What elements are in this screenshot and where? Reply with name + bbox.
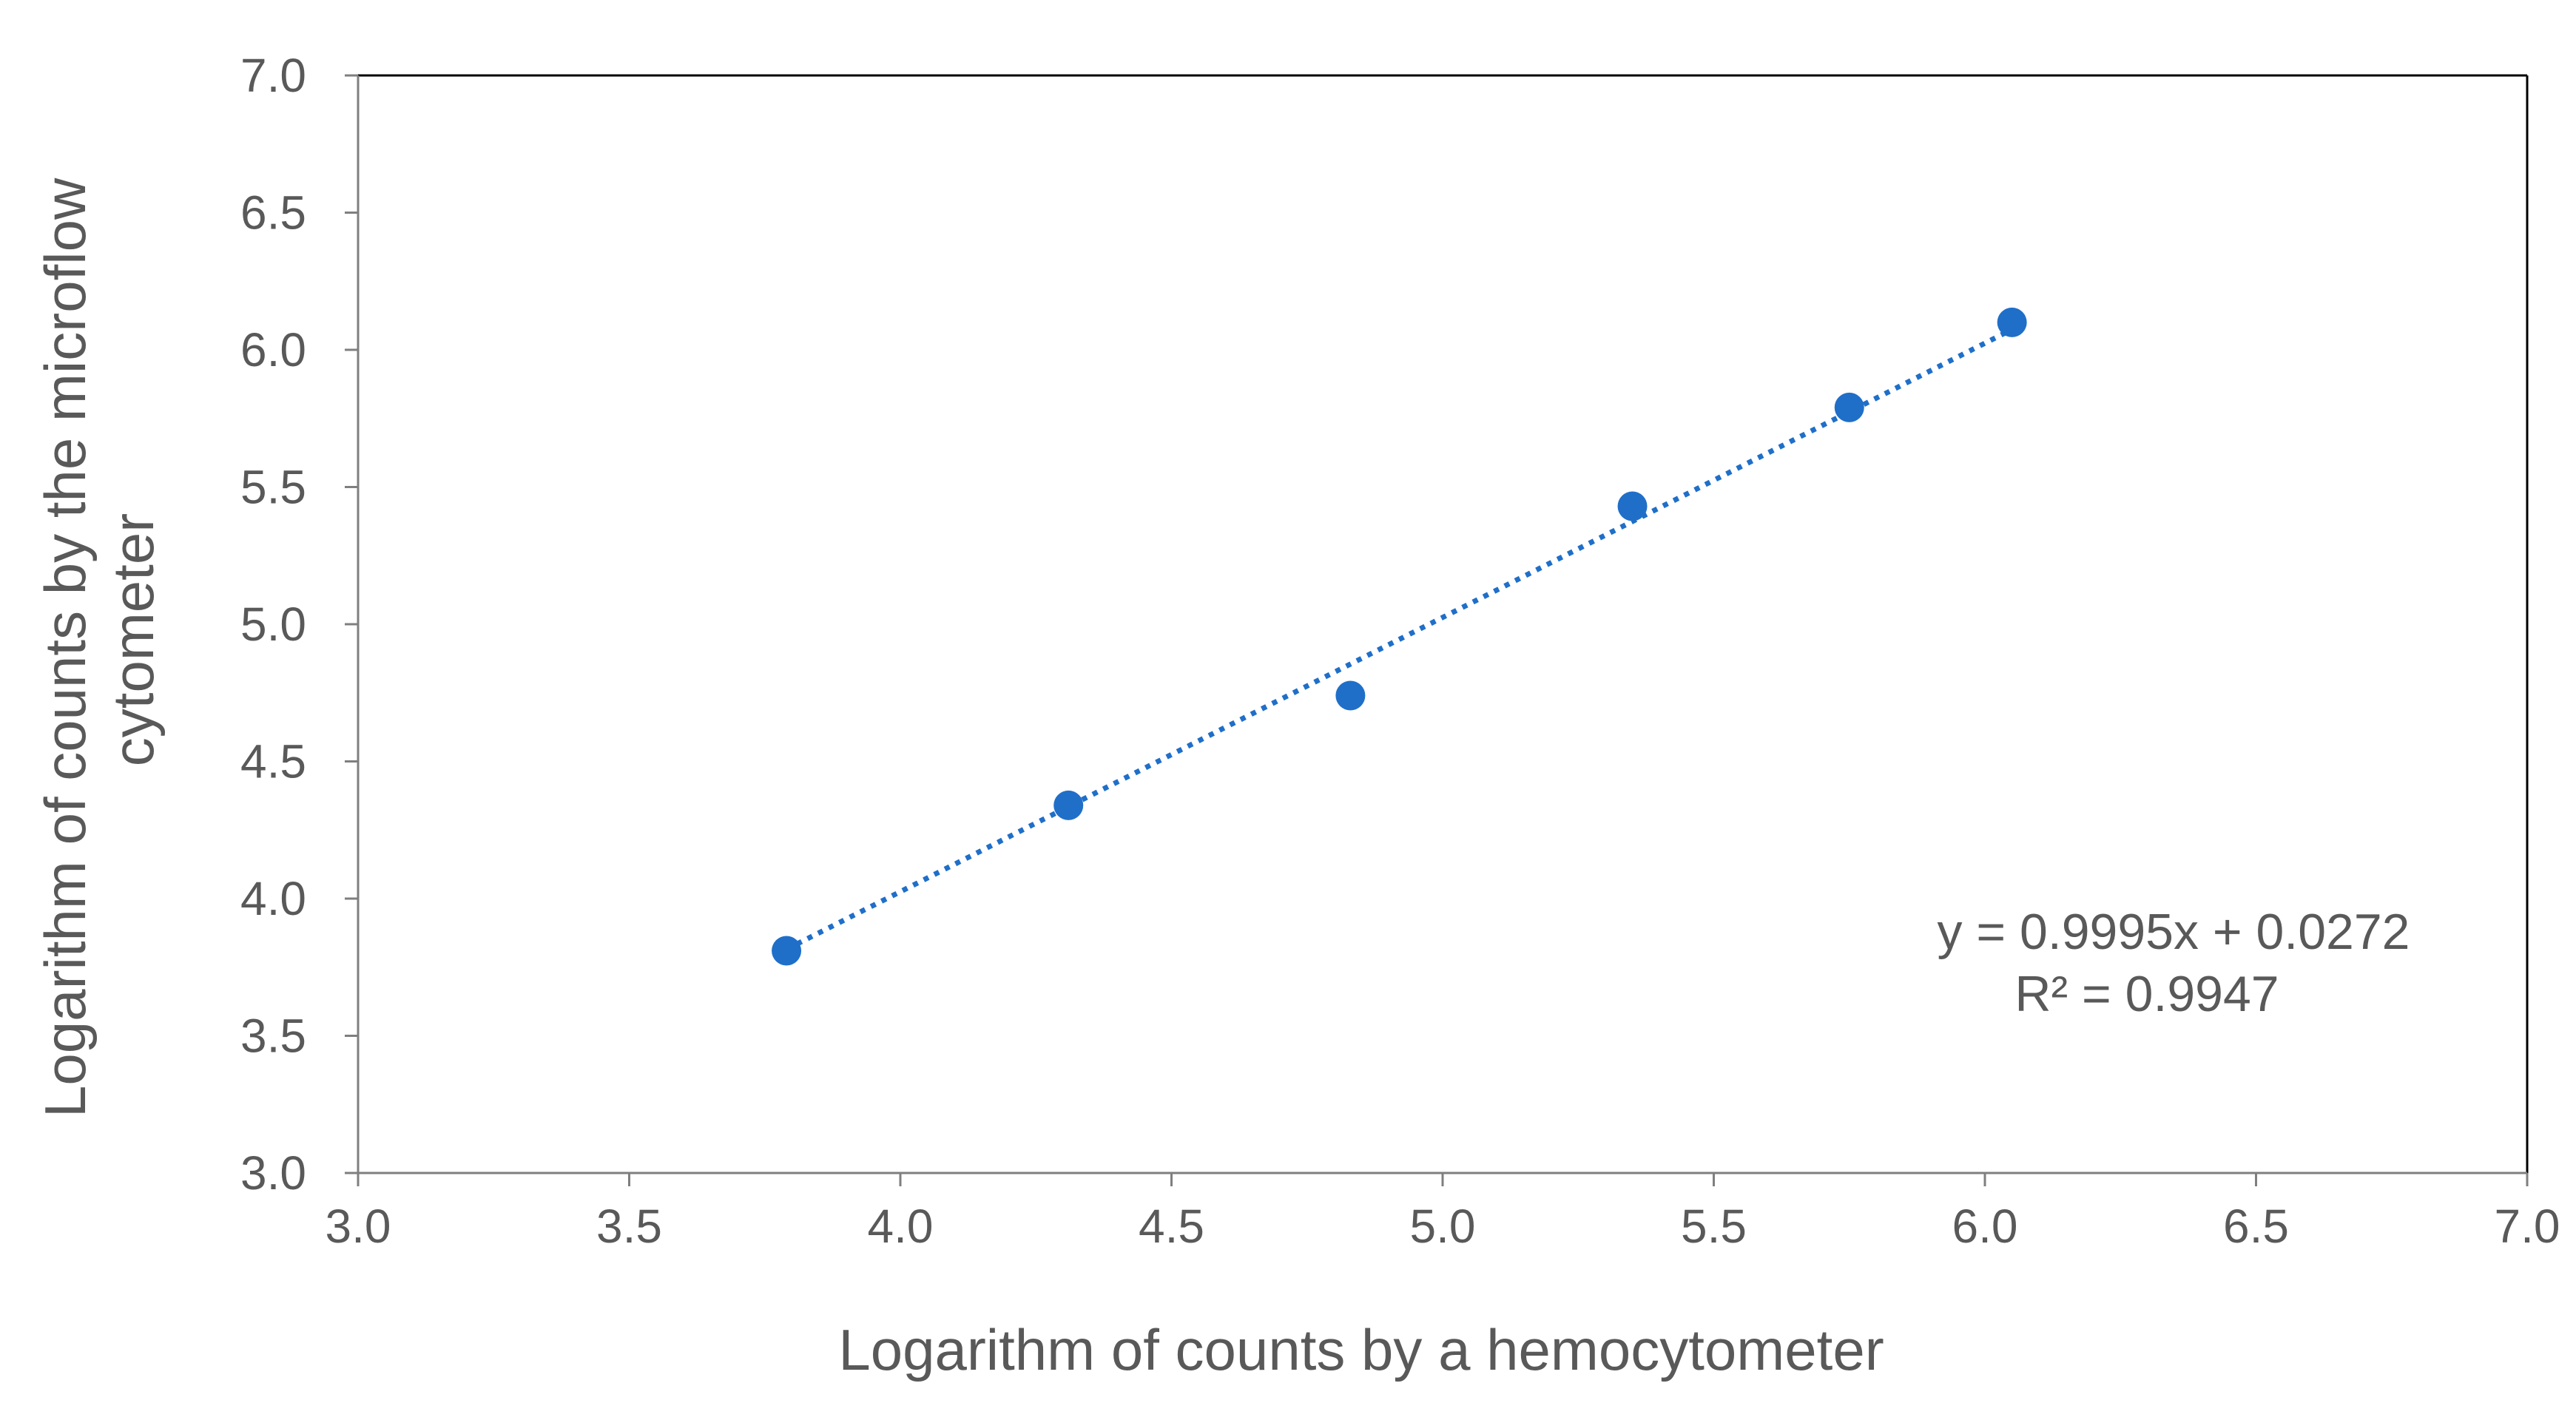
y-tick-label: 4.0 — [240, 872, 306, 925]
data-point — [1617, 491, 1648, 521]
x-tick-label: 4.0 — [868, 1200, 934, 1253]
r-squared-label: R² = 0.9947 — [2014, 966, 2279, 1022]
y-tick-label: 4.5 — [240, 735, 306, 788]
y-tick-label: 3.0 — [240, 1146, 306, 1200]
data-point — [1834, 392, 1864, 422]
trendline-layer — [785, 327, 2014, 952]
y-tick-label: 5.5 — [240, 461, 306, 514]
y-axis-title-line-1: Logarithm of counts by the microflow — [33, 178, 98, 1118]
data-point — [1053, 790, 1084, 820]
x-tick-label: 6.5 — [2223, 1200, 2289, 1253]
y-axis-title-line-2: cytometer — [101, 513, 166, 766]
axes: 3.0 3.5 4.0 4.5 5.0 5.5 6.0 6.5 7.0 3.0 3.5 4.0 4.5 5… — [240, 49, 2560, 1253]
data-points — [772, 307, 2027, 966]
x-tick-label: 4.5 — [1139, 1200, 1204, 1253]
y-tick-label: 3.5 — [240, 1010, 306, 1063]
data-point — [1997, 307, 2027, 337]
x-tick-label: 3.0 — [326, 1200, 391, 1253]
x-tick-label: 6.0 — [1952, 1200, 2018, 1253]
y-tick-label: 6.0 — [240, 323, 306, 376]
data-point — [1335, 680, 1366, 711]
trendline-equation: y = 0.9995x + 0.0272 — [1938, 904, 2410, 960]
x-axis-title: Logarithm of counts by a hemocytometer — [838, 1317, 1884, 1382]
x-tick-label: 7.0 — [2495, 1200, 2560, 1253]
y-tick-label: 7.0 — [240, 49, 306, 102]
chart-text: Logarithm of counts by a hemocytometer L… — [33, 162, 2410, 1382]
y-tick-label: 6.5 — [240, 186, 306, 240]
trendline — [785, 327, 2014, 952]
plot-frame — [358, 74, 2529, 1173]
x-tick-label: 5.5 — [1681, 1200, 1747, 1253]
x-tick-label: 3.5 — [596, 1200, 662, 1253]
x-tick-label: 5.0 — [1410, 1200, 1476, 1253]
y-tick-label: 5.0 — [240, 598, 306, 651]
y-axis-title: Logarithm of counts by the microflow cyt… — [33, 162, 166, 1118]
data-point — [772, 936, 802, 966]
